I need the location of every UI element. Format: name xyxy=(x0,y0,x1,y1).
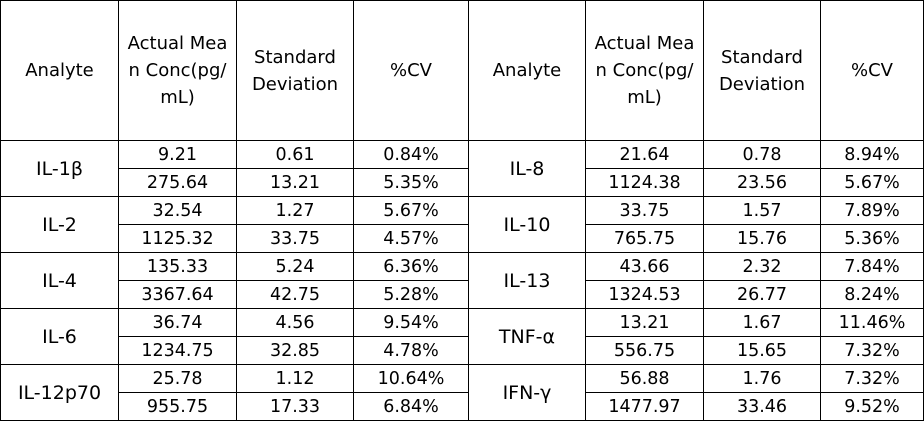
analyte-cell: IL-10 xyxy=(468,196,586,253)
std-dev-cell: 4.56 xyxy=(236,308,354,337)
concentration-cell: 1234.75 xyxy=(118,336,237,365)
std-dev-cell: 13.21 xyxy=(236,168,354,197)
cv-cell: 6.84% xyxy=(353,392,469,421)
cv-cell: 5.36% xyxy=(820,224,924,253)
concentration-cell: 36.74 xyxy=(118,308,237,337)
header-analyte: Analyte xyxy=(0,0,119,141)
concentration-cell: 21.64 xyxy=(585,140,704,169)
analyte-cell: IL-8 xyxy=(468,140,586,197)
concentration-cell: 3367.64 xyxy=(118,280,237,309)
std-dev-cell: 1.12 xyxy=(236,364,354,393)
std-dev-cell: 1.76 xyxy=(703,364,821,393)
concentration-cell: 32.54 xyxy=(118,196,237,225)
concentration-cell: 275.64 xyxy=(118,168,237,197)
header-std-dev: Standard Deviation xyxy=(703,0,821,141)
analyte-cell: IL-4 xyxy=(0,252,119,309)
analyte-cell: IL-1β xyxy=(0,140,119,197)
cv-cell: 4.78% xyxy=(353,336,469,365)
std-dev-cell: 15.76 xyxy=(703,224,821,253)
std-dev-cell: 33.75 xyxy=(236,224,354,253)
cv-cell: 8.24% xyxy=(820,280,924,309)
std-dev-cell: 33.46 xyxy=(703,392,821,421)
std-dev-cell: 1.27 xyxy=(236,196,354,225)
table-row: 1234.75 32.85 4.78% 556.75 15.65 7.32% xyxy=(1,336,924,365)
header-analyte: Analyte xyxy=(468,0,586,141)
header-concentration: Actual Mean Conc(pg/mL) xyxy=(118,0,237,141)
cv-cell: 9.54% xyxy=(353,308,469,337)
analyte-cell: IL-12p70 xyxy=(0,364,119,421)
cv-cell: 5.67% xyxy=(820,168,924,197)
std-dev-cell: 23.56 xyxy=(703,168,821,197)
cv-cell: 0.84% xyxy=(353,140,469,169)
concentration-cell: 33.75 xyxy=(585,196,704,225)
table-row: IL-2 32.54 1.27 5.67% IL-10 33.75 1.57 7.89% xyxy=(0,196,924,253)
concentration-cell: 1125.32 xyxy=(118,224,237,253)
std-dev-cell: 0.78 xyxy=(703,140,821,169)
cv-cell: 5.67% xyxy=(353,196,469,225)
cv-cell: 4.57% xyxy=(353,224,469,253)
cv-cell: 7.84% xyxy=(820,252,924,281)
header-row: Analyte Actual Mean Conc(pg/mL) Standard… xyxy=(0,0,924,141)
table-row: 3367.64 42.75 5.28% 1324.53 26.77 8.24% xyxy=(1,280,924,309)
concentration-cell: 135.33 xyxy=(118,252,237,281)
header-cv: %CV xyxy=(820,0,924,141)
analyte-cell: TNF-α xyxy=(468,308,586,365)
analyte-cell: IL-2 xyxy=(0,196,119,253)
concentration-cell: 556.75 xyxy=(585,336,704,365)
table-row: 1125.32 33.75 4.57% 765.75 15.76 5.36% xyxy=(1,224,924,253)
cv-cell: 5.35% xyxy=(353,168,469,197)
concentration-cell: 1477.97 xyxy=(585,392,704,421)
concentration-cell: 955.75 xyxy=(118,392,237,421)
cv-cell: 11.46% xyxy=(820,308,924,337)
table-row: 955.75 17.33 6.84% 1477.97 33.46 9.52% xyxy=(1,392,924,421)
std-dev-cell: 1.57 xyxy=(703,196,821,225)
std-dev-cell: 1.67 xyxy=(703,308,821,337)
std-dev-cell: 26.77 xyxy=(703,280,821,309)
cv-cell: 7.89% xyxy=(820,196,924,225)
std-dev-cell: 42.75 xyxy=(236,280,354,309)
analyte-cell: IFN-γ xyxy=(468,364,586,421)
concentration-cell: 1124.38 xyxy=(585,168,704,197)
header-std-dev: Standard Deviation xyxy=(236,0,354,141)
std-dev-cell: 17.33 xyxy=(236,392,354,421)
concentration-cell: 1324.53 xyxy=(585,280,704,309)
concentration-cell: 25.78 xyxy=(118,364,237,393)
table-header: Analyte Actual Mean Conc(pg/mL) Standard… xyxy=(0,0,924,141)
table-row: IL-12p70 25.78 1.12 10.64% IFN-γ 56.88 1.76 7.3… xyxy=(0,364,924,421)
cv-cell: 7.32% xyxy=(820,336,924,365)
header-cv: %CV xyxy=(353,0,469,141)
table-row: IL-1β 9.21 0.61 0.84% IL-8 21.64 0.78 8.94% xyxy=(0,140,924,197)
cv-cell: 10.64% xyxy=(353,364,469,393)
std-dev-cell: 2.32 xyxy=(703,252,821,281)
concentration-cell: 765.75 xyxy=(585,224,704,253)
cv-cell: 6.36% xyxy=(353,252,469,281)
analyte-cell: IL-6 xyxy=(0,308,119,365)
std-dev-cell: 5.24 xyxy=(236,252,354,281)
table-body: IL-1β 9.21 0.61 0.84% IL-8 21.64 0.78 8.94% 275.… xyxy=(0,140,924,421)
analyte-cell: IL-13 xyxy=(468,252,586,309)
cv-cell: 9.52% xyxy=(820,392,924,421)
cv-cell: 5.28% xyxy=(353,280,469,309)
table-row: 275.64 13.21 5.35% 1124.38 23.56 5.67% xyxy=(1,168,924,197)
concentration-cell: 43.66 xyxy=(585,252,704,281)
std-dev-cell: 15.65 xyxy=(703,336,821,365)
table-row: IL-4 135.33 5.24 6.36% IL-13 43.66 2.32 7.84% xyxy=(0,252,924,309)
concentration-cell: 9.21 xyxy=(118,140,237,169)
table-row: IL-6 36.74 4.56 9.54% TNF-α 13.21 1.67 11.46% xyxy=(0,308,924,365)
std-dev-cell: 0.61 xyxy=(236,140,354,169)
cv-cell: 7.32% xyxy=(820,364,924,393)
concentration-cell: 56.88 xyxy=(585,364,704,393)
cv-cell: 8.94% xyxy=(820,140,924,169)
std-dev-cell: 32.85 xyxy=(236,336,354,365)
header-concentration: Actual Mean Conc(pg/mL) xyxy=(585,0,704,141)
concentration-cell: 13.21 xyxy=(585,308,704,337)
